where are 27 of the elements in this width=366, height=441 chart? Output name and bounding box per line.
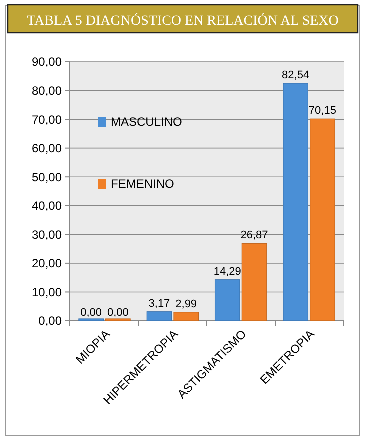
data-label: 26,87 xyxy=(240,230,268,242)
y-tick-label: 40,00 xyxy=(32,199,62,214)
data-label: 0,00 xyxy=(107,307,129,319)
bar xyxy=(310,118,336,322)
y-tick-label: 70,00 xyxy=(32,112,62,127)
y-tick-label: 60,00 xyxy=(32,142,62,156)
legend-label: MASCULINO xyxy=(111,115,182,130)
y-tick-label: 0,00 xyxy=(38,314,62,328)
y-tick-label: 80,00 xyxy=(32,84,62,98)
data-label: 14,29 xyxy=(214,266,242,278)
y-tick-label: 20,00 xyxy=(32,256,62,271)
data-label: 3,17 xyxy=(148,298,170,310)
y-tick-label: 30,00 xyxy=(32,228,62,242)
data-label: 82,54 xyxy=(282,69,310,82)
y-tick-label: 50,00 xyxy=(32,170,62,184)
data-label: 0,00 xyxy=(80,307,102,319)
bar xyxy=(146,312,172,322)
data-label: 70,15 xyxy=(308,105,336,118)
chart-title: TABLA 5 DIAGNÓSTICO EN RELACIÓN AL SEXO xyxy=(27,12,339,29)
data-label: 2,99 xyxy=(176,298,198,310)
bar xyxy=(283,83,308,322)
legend-label: FEMENINO xyxy=(111,177,174,192)
y-tick-label: 90,00 xyxy=(32,55,62,70)
y-tick-label: 10,00 xyxy=(32,285,62,300)
bar xyxy=(242,243,268,322)
bar xyxy=(214,280,240,322)
bar xyxy=(174,312,200,322)
